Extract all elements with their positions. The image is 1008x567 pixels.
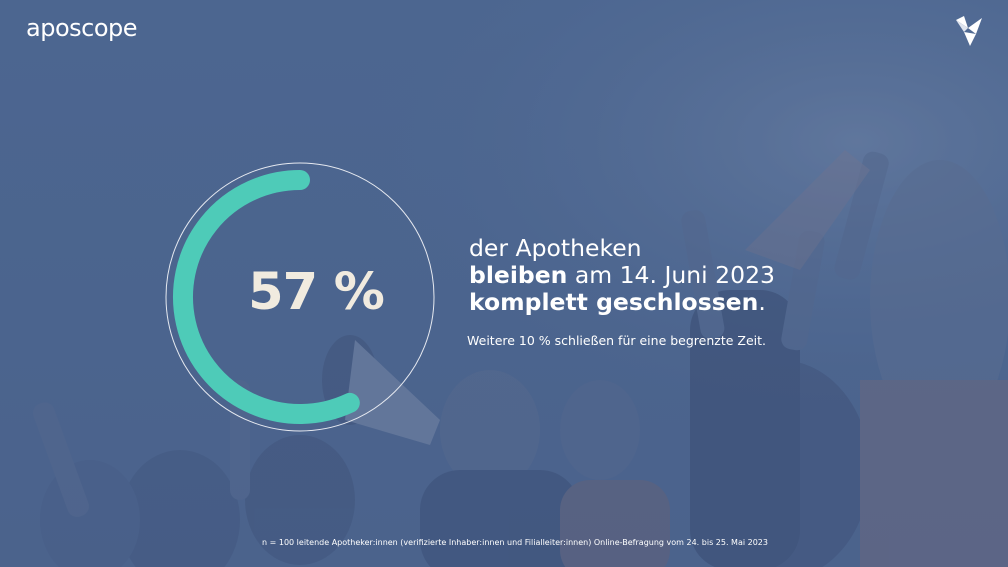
headline-bold-closed: komplett geschlossen xyxy=(469,288,759,316)
headline: der Apotheken bleiben am 14. Juni 2023 k… xyxy=(469,235,775,316)
subline: Weitere 10 % schließen für eine begrenzt… xyxy=(467,333,766,348)
headline-date: am 14. Juni 2023 xyxy=(567,261,775,289)
headline-bold-bleiben: bleiben xyxy=(469,261,568,289)
percentage-ring xyxy=(165,162,435,432)
aposcope-logo: aposcope xyxy=(26,14,138,42)
ring-progress-arc xyxy=(173,170,360,424)
headline-line-1: der Apotheken xyxy=(469,234,642,262)
headline-line-3: komplett geschlossen. xyxy=(469,289,775,316)
footnote: n = 100 leitende Apotheker:innen (verifi… xyxy=(262,538,768,547)
ring-outline xyxy=(165,162,435,432)
percent-value: 57 % xyxy=(248,263,385,322)
origami-bird-icon xyxy=(956,16,982,46)
headline-period: . xyxy=(758,288,766,316)
headline-line-2: bleiben am 14. Juni 2023 xyxy=(469,262,775,289)
